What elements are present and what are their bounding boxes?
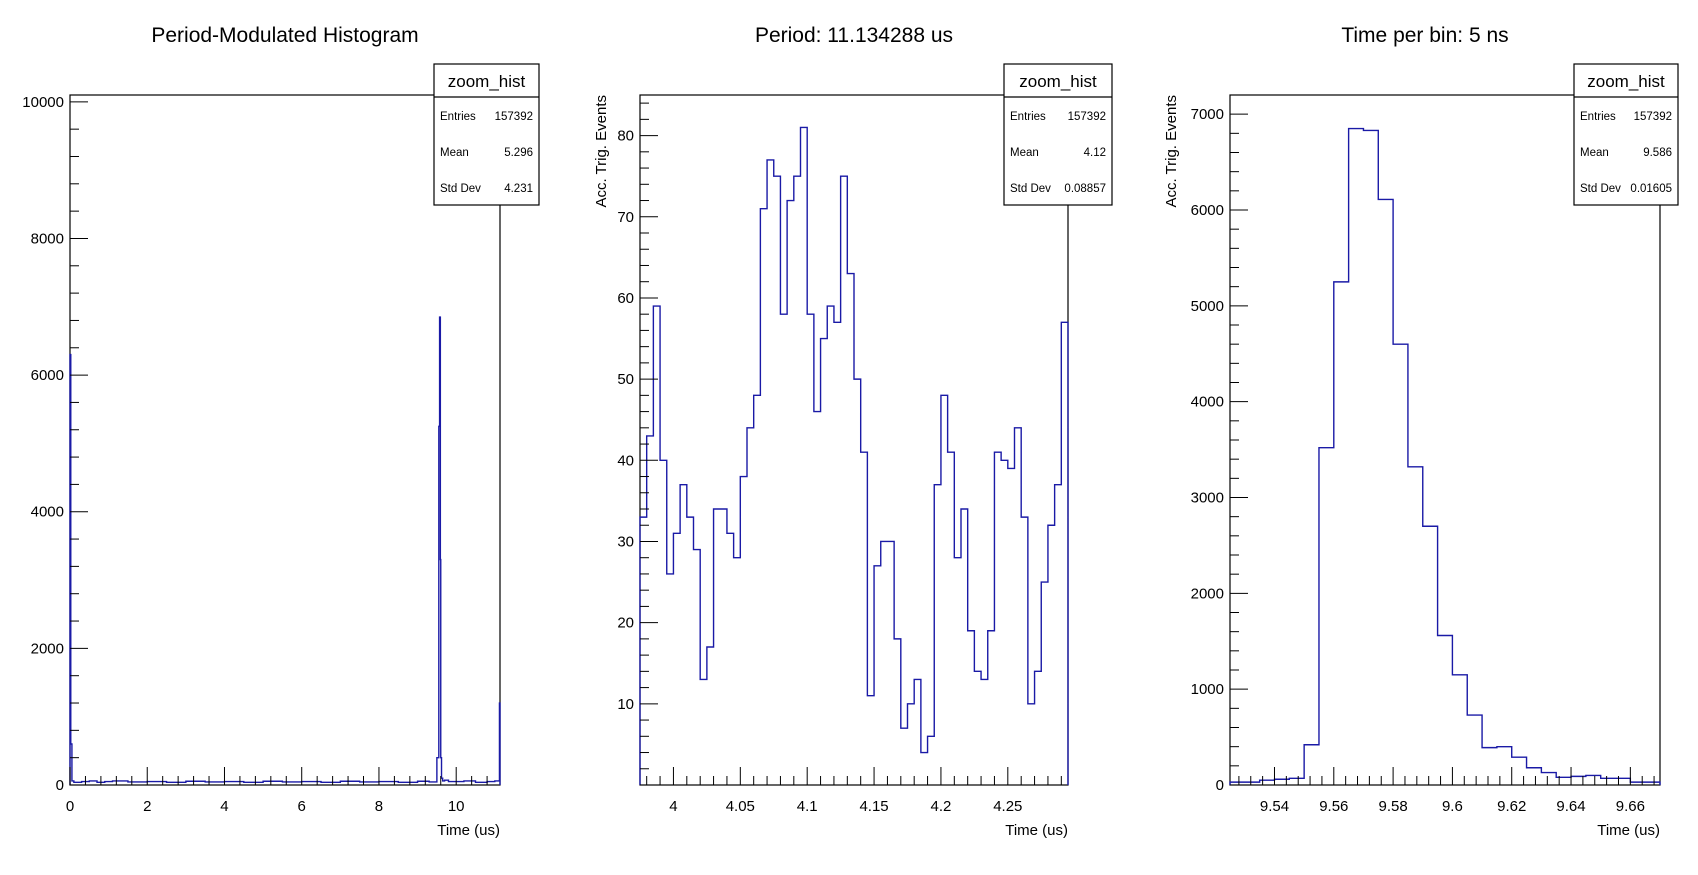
y-tick-label: 7000 [1191, 106, 1224, 123]
stats-value: 5.296 [504, 147, 533, 159]
y-axis-label: Acc. Trig. Events [1163, 95, 1180, 208]
y-axis-label: Acc. Trig. Events [593, 95, 610, 208]
x-tick-label: 8 [375, 798, 383, 815]
stats-value: 4.12 [1084, 147, 1106, 159]
stats-box [1003, 63, 1113, 206]
stats-name: zoom_hist [1019, 72, 1097, 91]
chart-title: Period: 11.134288 us [755, 24, 953, 47]
x-tick-label: 4.1 [797, 798, 818, 815]
x-tick-label: 4.2 [931, 798, 952, 815]
stats-value: 157392 [1068, 111, 1106, 123]
stats-value: 157392 [1634, 111, 1672, 123]
x-tick-label: 4.25 [993, 798, 1022, 815]
stats-label: Entries [1010, 111, 1046, 123]
x-tick-label: 9.62 [1497, 798, 1526, 815]
y-tick-label: 8000 [31, 230, 64, 247]
y-tick-label: 1000 [1191, 681, 1224, 698]
stats-value: 0.08857 [1064, 183, 1106, 195]
y-tick-label: 40 [617, 452, 634, 469]
y-tick-label: 10 [617, 696, 634, 713]
x-axis-label: Time (us) [1597, 822, 1660, 839]
stats-value: 4.231 [504, 183, 533, 195]
x-tick-label: 9.58 [1379, 798, 1408, 815]
stats-value: 157392 [495, 111, 533, 123]
y-tick-label: 4000 [31, 504, 64, 521]
x-tick-label: 4.15 [859, 798, 888, 815]
stats-box [433, 63, 540, 206]
stats-label: Std Dev [1010, 183, 1051, 195]
chart-title: Period-Modulated Histogram [151, 24, 418, 47]
x-tick-label: 4 [220, 798, 228, 815]
y-tick-label: 5000 [1191, 298, 1224, 315]
y-tick-label: 3000 [1191, 490, 1224, 507]
stats-label: Entries [440, 111, 476, 123]
x-tick-label: 4.05 [726, 798, 755, 815]
y-tick-label: 6000 [1191, 202, 1224, 219]
x-axis-label: Time (us) [1005, 822, 1068, 839]
x-tick-label: 9.66 [1616, 798, 1645, 815]
stats-name: zoom_hist [1587, 72, 1665, 91]
histogram-series [639, 126, 1069, 785]
stats-name: zoom_hist [448, 72, 526, 91]
y-tick-label: 60 [617, 290, 634, 307]
stats-label: Std Dev [440, 183, 481, 195]
y-tick-label: 20 [617, 615, 634, 632]
histogram-series [69, 316, 501, 785]
stats-label: Mean [440, 147, 469, 159]
stats-label: Mean [1580, 147, 1609, 159]
stats-value: 0.01605 [1630, 183, 1672, 195]
y-tick-label: 50 [617, 371, 634, 388]
chart-title: Time per bin: 5 ns [1341, 24, 1508, 47]
x-tick-label: 9.56 [1319, 798, 1348, 815]
y-tick-label: 4000 [1191, 394, 1224, 411]
x-tick-label: 9.64 [1556, 798, 1585, 815]
y-tick-label: 0 [1216, 777, 1224, 794]
y-tick-label: 6000 [31, 367, 64, 384]
histogram-series [1229, 127, 1661, 785]
stats-label: Entries [1580, 111, 1616, 123]
stats-label: Std Dev [1580, 183, 1621, 195]
x-tick-label: 2 [143, 798, 151, 815]
stats-label: Mean [1010, 147, 1039, 159]
y-tick-label: 0 [56, 777, 64, 794]
chart-panel-3: Time per bin: 5 ns 9.54 9.56 9.58 9.6 9.62 9.6… [1163, 24, 1679, 839]
x-axis-label: Time (us) [437, 822, 500, 839]
y-tick-label: 80 [617, 128, 634, 145]
x-tick-label: 4 [669, 798, 677, 815]
chart-panel-2: Period: 11.134288 us 4 4.05 4.1 4.15 4.2 4.25 1… [593, 24, 1113, 839]
y-tick-label: 2000 [1191, 585, 1224, 602]
x-tick-label: 9.6 [1442, 798, 1463, 815]
chart-panel-1: Period-Modulated Histogram 0 2 4 6 8 10 0 2000 40… [22, 24, 540, 839]
y-tick-label: 30 [617, 533, 634, 550]
y-tick-label: 70 [617, 209, 634, 226]
x-tick-label: 6 [298, 798, 306, 815]
y-tick-label: 2000 [31, 640, 64, 657]
x-tick-label: 10 [448, 798, 465, 815]
y-tick-label: 10000 [22, 94, 64, 111]
x-tick-label: 9.54 [1260, 798, 1289, 815]
x-tick-label: 0 [66, 798, 74, 815]
stats-value: 9.586 [1643, 147, 1672, 159]
stats-box [1573, 63, 1679, 206]
